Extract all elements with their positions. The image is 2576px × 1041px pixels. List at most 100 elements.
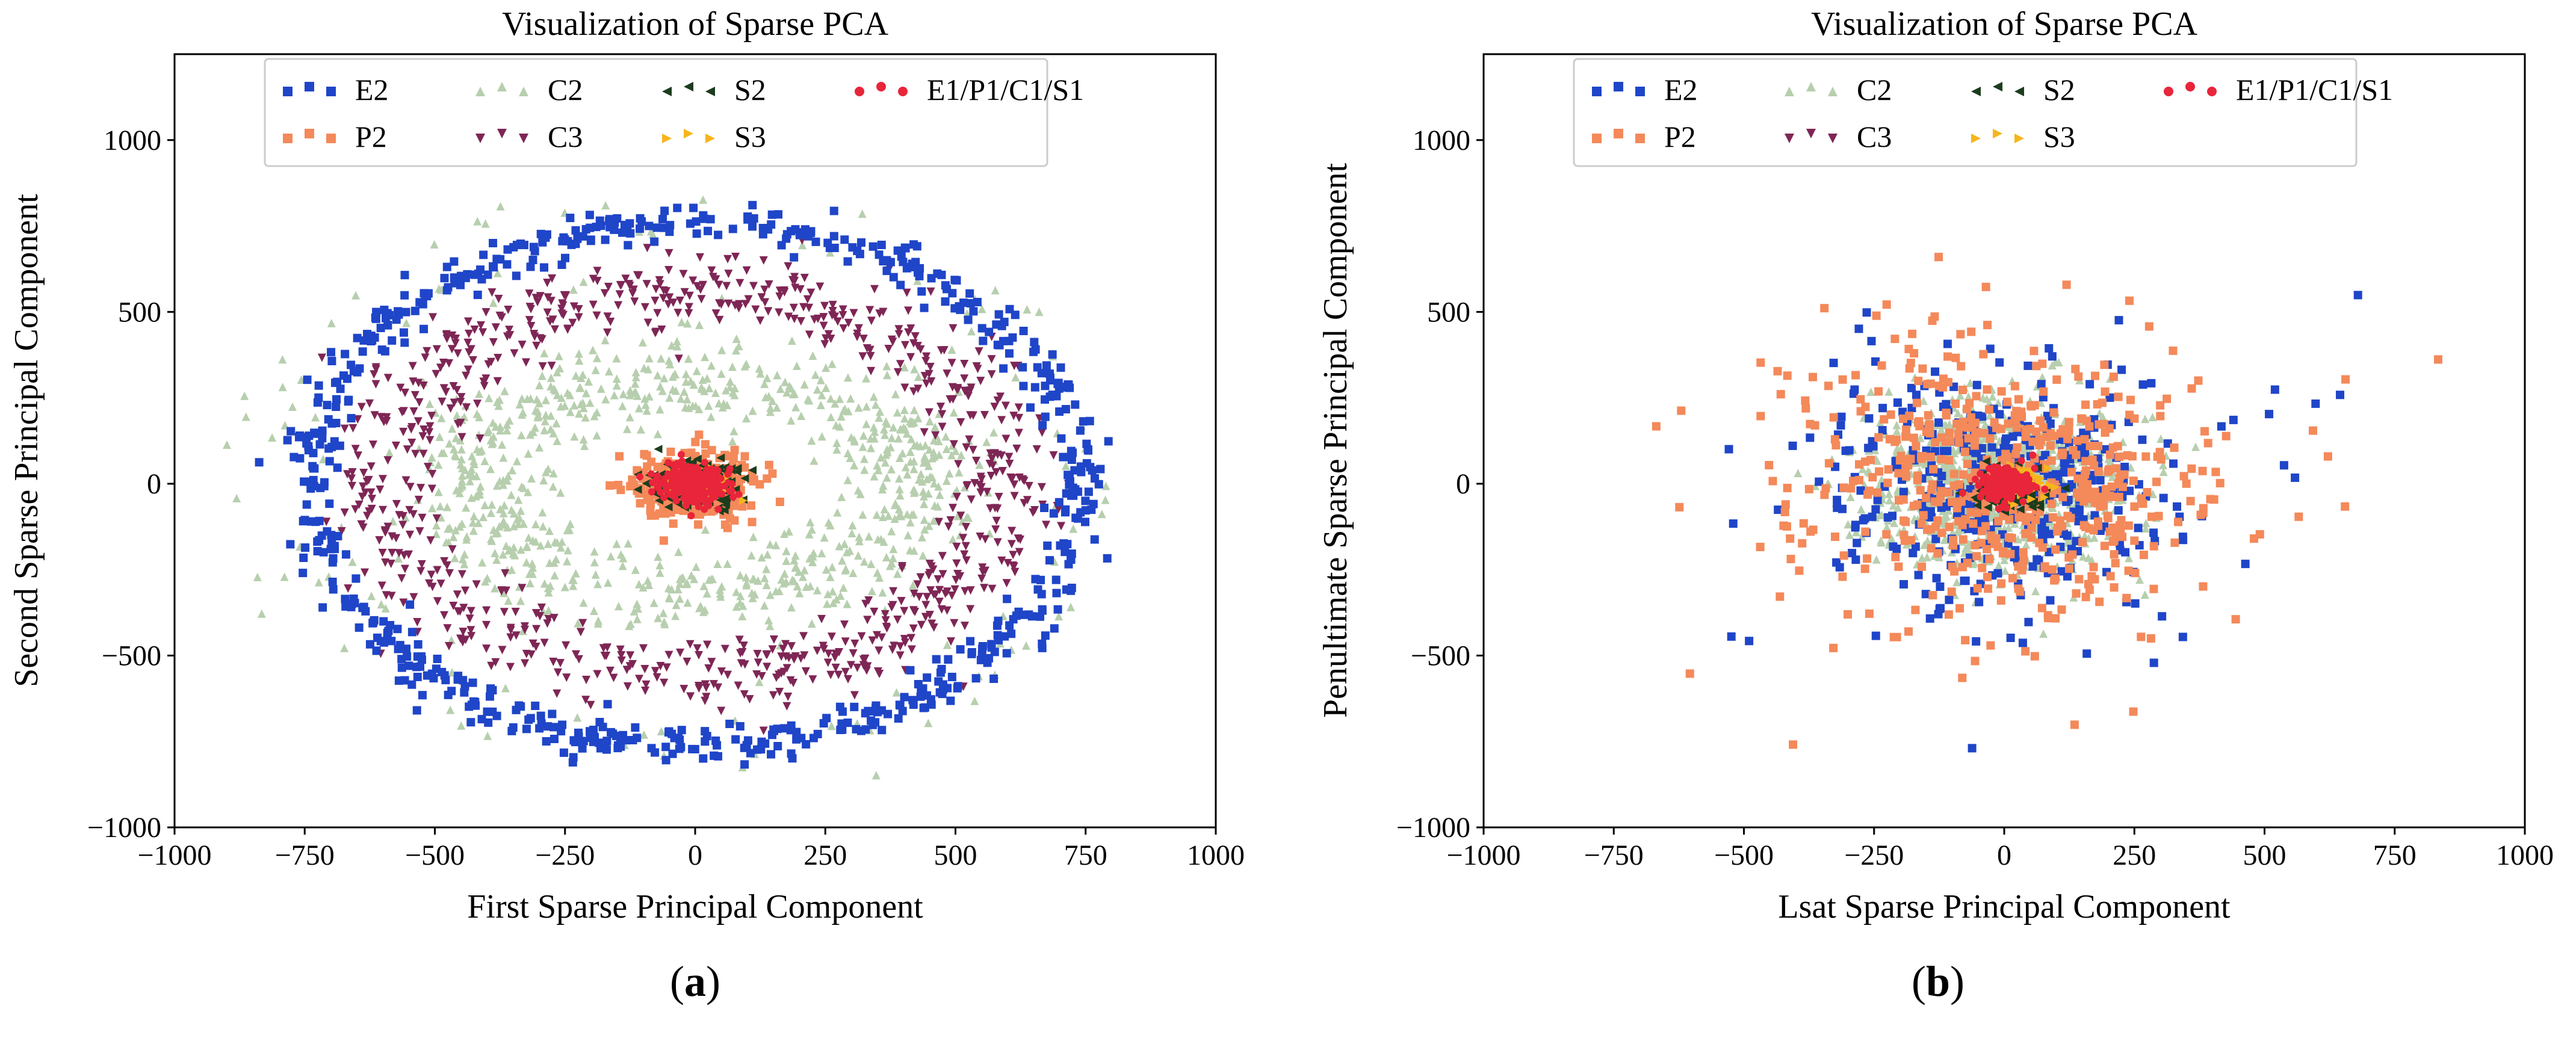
x-tick-label: 750 [1064,839,1107,871]
series-c2 [223,195,1110,780]
caption-label-b: b [1925,957,1951,1005]
legend-label: P2 [355,120,387,153]
x-tick-label: −1000 [137,839,211,871]
legend-box [264,58,1048,167]
x-tick-label: −500 [1714,839,1774,871]
legend-label: P2 [1664,120,1696,153]
tick-labels-b: −1000 −750 −500 −250 0 250 500 750 1000 −1000 −500… [1396,125,2554,871]
y-axis-label-a: Second Sparse Principal Component [8,194,45,687]
legend-a: E2 C2 S2 E1/P1/C1/S1 P2 C3 S3 [264,58,1084,167]
legend-label: E2 [355,73,389,107]
legend-entry: E1/P1/C1/S1 [855,73,1084,107]
legend-marker [1592,82,1645,96]
legend-entry: P2 [283,120,387,153]
legend-entry: C3 [475,120,583,153]
series-e1-p1-c1-s1 [636,451,743,519]
chart-title-a: Visualization of Sparse PCA [502,5,889,43]
y-tick-label: 1000 [104,125,161,156]
x-axis-label-a: First Sparse Principal Component [467,888,923,925]
legend-marker [855,82,908,96]
caption-label-a: a [684,957,706,1005]
series-points [1958,451,2049,513]
x-tick-label: 500 [934,839,977,871]
legend-label: E2 [1664,73,1698,107]
legend-marker [475,82,528,96]
series-points [223,195,1110,780]
legend-marker [1971,129,2024,143]
x-tick-label: 750 [2373,839,2417,871]
legend-label: S3 [734,120,766,153]
x-tick-label: 1000 [1187,839,1245,871]
legend-label: C3 [1857,120,1892,153]
series-c3 [317,236,1073,735]
y-tick-label: 1000 [1413,125,1470,156]
x-tick-label: −750 [1584,839,1644,871]
series-points [1794,357,2200,638]
y-tick-label: −1000 [1396,812,1470,844]
legend-entry: S2 [1971,73,2075,107]
legend-label: C2 [548,73,583,107]
x-tick-label: 0 [688,839,702,871]
legend-entry: S3 [662,120,766,153]
legend-entry: S2 [662,73,766,107]
y-axis-label-b: Penultimate Sparse Principal Component [1317,162,1354,718]
series-points [1652,253,2442,749]
series-points [636,451,743,519]
y-tick-label: 500 [1427,296,1470,328]
legend-entry: C3 [1785,120,1892,153]
legend-marker [283,129,336,143]
legend-label: S2 [734,73,766,107]
legend-b: E2 C2 S2 E1/P1/C1/S1 P2 C3 S3 [1573,58,2393,167]
legend-label: E1/P1/C1/S1 [2236,73,2393,107]
legend-entry: C2 [475,73,583,107]
series-e1-p1-c1-s1 [1958,451,2049,513]
x-tick-label: 0 [1997,839,2011,871]
legend-entry: P2 [1592,120,1696,153]
x-tick-label: −250 [535,839,595,871]
legend-marker [1971,82,2024,96]
legend-marker [283,82,336,96]
y-tick-label: −1000 [87,812,161,844]
legend-marker [1785,82,1838,96]
y-tick-label: 500 [118,296,161,328]
plot-area-a [223,195,1113,780]
legend-label: E1/P1/C1/S1 [927,73,1084,107]
legend-marker [1592,129,1645,143]
legend-label: S3 [2043,120,2075,153]
legend-entry: S3 [1971,120,2075,153]
panel-a: Visualization of Sparse PCA −1000 −750 −50… [8,5,1245,925]
y-tick-label: 0 [1456,468,1470,500]
panel-b: Visualization of Sparse PCA −1000 −750 −50… [1317,5,2554,925]
series-p2 [1652,253,2442,749]
y-tick-label: 0 [147,468,161,500]
legend-entry: E1/P1/C1/S1 [2164,73,2393,107]
legend-marker [475,129,528,143]
series-c2 [1794,357,2200,638]
legend-label: C2 [1857,73,1892,107]
x-tick-label: −750 [275,839,335,871]
legend-marker [662,82,715,96]
x-tick-label: −500 [405,839,465,871]
panel-caption-b: (b) [1911,957,1965,1005]
x-axis-label-b: Lsat Sparse Principal Component [1778,888,2231,925]
x-tick-label: −1000 [1446,839,1520,871]
legend-marker [662,129,715,143]
chart-title-b: Visualization of Sparse PCA [1811,5,2198,43]
y-tick-label: −500 [1411,640,1470,672]
plot-area-b [1652,253,2442,753]
x-tick-label: 1000 [2496,839,2554,871]
tick-labels-a: −1000 −750 −500 −250 0 250 500 750 1000 −1000 −500… [87,125,1245,871]
y-tick-label: −500 [102,640,161,672]
x-tick-label: 250 [803,839,847,871]
panel-caption-a: (a) [670,957,720,1005]
x-tick-label: 250 [2113,839,2156,871]
legend-label: S2 [2043,73,2075,107]
legend-marker [2164,82,2217,96]
x-tick-label: 500 [2243,839,2287,871]
legend-marker [1785,129,1838,143]
series-points [317,236,1073,735]
legend-box [1573,58,2358,167]
legend-label: C3 [548,120,583,153]
x-tick-label: −250 [1844,839,1904,871]
